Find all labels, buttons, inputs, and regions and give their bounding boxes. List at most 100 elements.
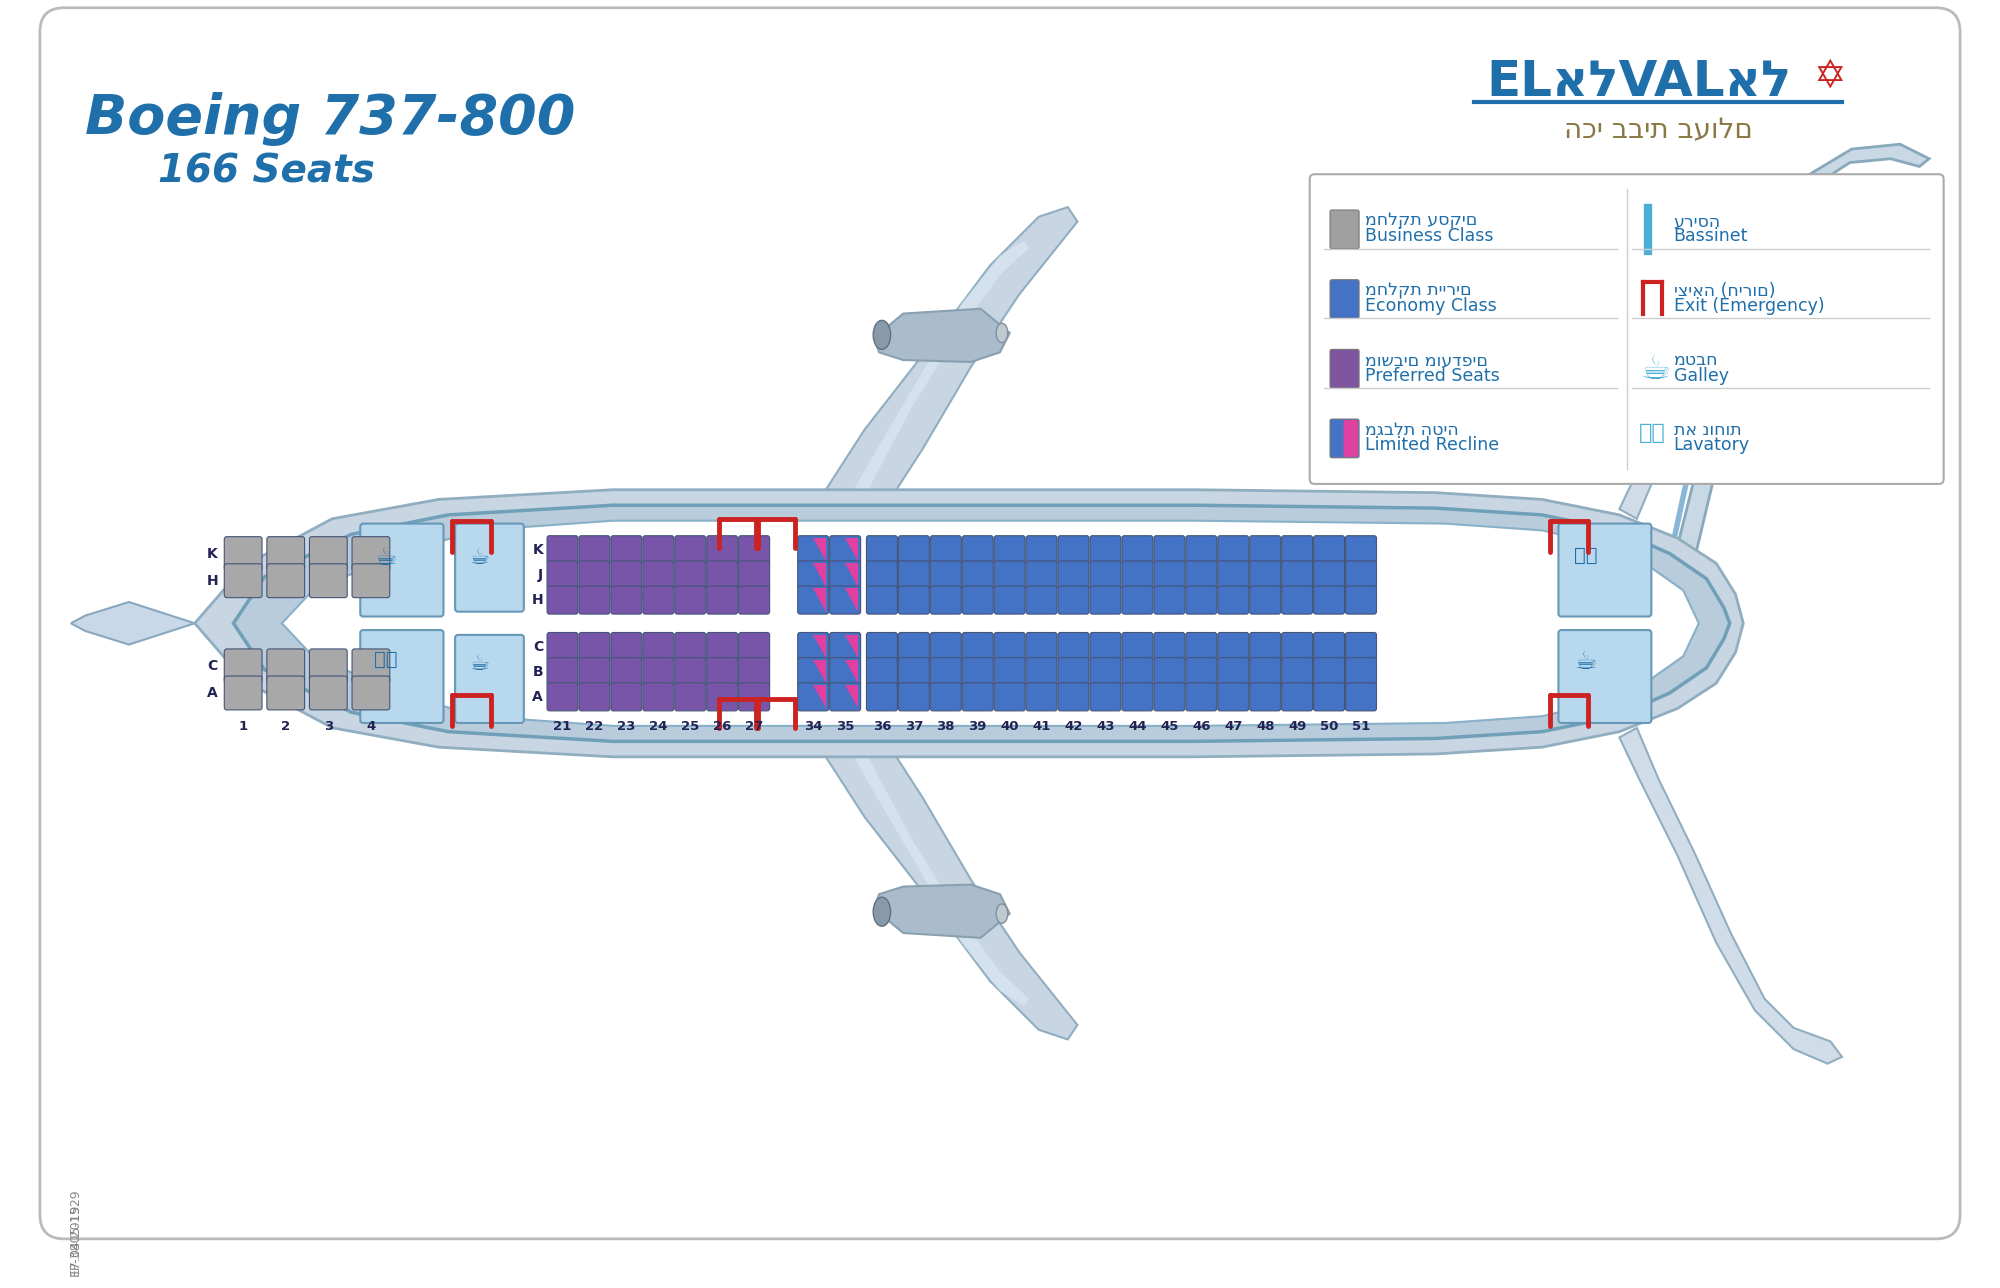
Text: ✡: ✡	[1812, 58, 1846, 97]
FancyBboxPatch shape	[866, 560, 898, 589]
Text: 24: 24	[650, 720, 668, 733]
FancyBboxPatch shape	[994, 683, 1026, 711]
FancyBboxPatch shape	[224, 676, 262, 710]
FancyBboxPatch shape	[1154, 536, 1184, 564]
FancyBboxPatch shape	[1346, 536, 1376, 564]
FancyBboxPatch shape	[1250, 586, 1280, 614]
FancyBboxPatch shape	[898, 632, 930, 661]
FancyBboxPatch shape	[360, 630, 444, 723]
FancyBboxPatch shape	[1154, 658, 1184, 685]
FancyBboxPatch shape	[930, 658, 962, 685]
Text: 41: 41	[1032, 720, 1050, 733]
FancyBboxPatch shape	[1330, 349, 1360, 388]
Text: 3: 3	[324, 720, 332, 733]
Text: 48: 48	[1256, 720, 1274, 733]
Text: ELאלVALאל: ELאלVALאל	[1486, 58, 1792, 106]
Polygon shape	[846, 659, 858, 684]
FancyBboxPatch shape	[1330, 419, 1360, 457]
FancyBboxPatch shape	[1330, 210, 1360, 249]
Text: עריסה: עריסה	[1674, 213, 1720, 231]
FancyBboxPatch shape	[1558, 630, 1652, 723]
Text: 22: 22	[586, 720, 604, 733]
Polygon shape	[788, 623, 1078, 1039]
FancyBboxPatch shape	[706, 536, 738, 564]
Polygon shape	[814, 685, 826, 708]
FancyBboxPatch shape	[642, 536, 674, 564]
FancyBboxPatch shape	[994, 632, 1026, 661]
FancyBboxPatch shape	[738, 560, 770, 589]
FancyBboxPatch shape	[1346, 586, 1376, 614]
FancyBboxPatch shape	[1058, 683, 1090, 711]
FancyBboxPatch shape	[1122, 632, 1152, 661]
FancyBboxPatch shape	[610, 658, 642, 685]
FancyBboxPatch shape	[706, 683, 738, 711]
Text: Limited Recline: Limited Recline	[1364, 437, 1498, 455]
FancyBboxPatch shape	[1186, 658, 1216, 685]
FancyBboxPatch shape	[548, 632, 578, 661]
FancyBboxPatch shape	[706, 632, 738, 661]
Text: 🚹🚺: 🚹🚺	[1574, 546, 1598, 565]
Polygon shape	[846, 563, 858, 586]
FancyBboxPatch shape	[610, 586, 642, 614]
Polygon shape	[846, 685, 858, 708]
FancyBboxPatch shape	[1122, 586, 1152, 614]
FancyBboxPatch shape	[1186, 560, 1216, 589]
FancyBboxPatch shape	[1346, 560, 1376, 589]
FancyBboxPatch shape	[1026, 683, 1058, 711]
Text: 37: 37	[904, 720, 924, 733]
FancyBboxPatch shape	[310, 537, 348, 571]
Text: Economy Class: Economy Class	[1364, 298, 1496, 316]
FancyBboxPatch shape	[360, 524, 444, 617]
FancyBboxPatch shape	[738, 683, 770, 711]
FancyBboxPatch shape	[352, 676, 390, 710]
FancyBboxPatch shape	[1122, 658, 1152, 685]
FancyBboxPatch shape	[1090, 586, 1120, 614]
Text: 25: 25	[682, 720, 700, 733]
FancyBboxPatch shape	[798, 683, 828, 711]
Text: 26: 26	[714, 720, 732, 733]
Text: ☕: ☕	[1574, 650, 1596, 675]
FancyBboxPatch shape	[898, 586, 930, 614]
Polygon shape	[282, 520, 1698, 726]
FancyBboxPatch shape	[866, 658, 898, 685]
Polygon shape	[846, 589, 858, 612]
FancyBboxPatch shape	[1330, 279, 1360, 318]
Polygon shape	[846, 635, 858, 658]
Polygon shape	[1620, 183, 1842, 519]
Text: 49: 49	[1288, 720, 1306, 733]
Text: H: H	[532, 592, 544, 607]
FancyBboxPatch shape	[674, 683, 706, 711]
Text: מחלקת תיירים: מחלקת תיירים	[1364, 282, 1472, 300]
FancyBboxPatch shape	[352, 564, 390, 598]
FancyBboxPatch shape	[674, 586, 706, 614]
FancyBboxPatch shape	[578, 658, 610, 685]
FancyBboxPatch shape	[1058, 658, 1090, 685]
Text: תא נוחות: תא נוחות	[1674, 421, 1742, 439]
Text: 46: 46	[1192, 720, 1210, 733]
Text: 34: 34	[804, 720, 822, 733]
FancyBboxPatch shape	[1058, 632, 1090, 661]
Text: 38: 38	[936, 720, 956, 733]
FancyBboxPatch shape	[930, 683, 962, 711]
Text: H: H	[206, 573, 218, 587]
FancyBboxPatch shape	[1314, 536, 1344, 564]
FancyBboxPatch shape	[830, 586, 860, 614]
Polygon shape	[846, 538, 858, 562]
Polygon shape	[806, 241, 1030, 604]
Text: C: C	[532, 640, 544, 653]
Polygon shape	[814, 563, 826, 586]
Text: 1: 1	[238, 720, 248, 733]
FancyBboxPatch shape	[1250, 658, 1280, 685]
Text: Business Class: Business Class	[1364, 228, 1494, 246]
FancyBboxPatch shape	[1218, 683, 1248, 711]
FancyBboxPatch shape	[930, 536, 962, 564]
Text: 42: 42	[1064, 720, 1082, 733]
FancyBboxPatch shape	[548, 658, 578, 685]
Text: 2: 2	[282, 720, 290, 733]
FancyBboxPatch shape	[1090, 658, 1120, 685]
FancyBboxPatch shape	[642, 683, 674, 711]
Ellipse shape	[996, 323, 1008, 343]
FancyBboxPatch shape	[610, 683, 642, 711]
FancyBboxPatch shape	[1250, 560, 1280, 589]
FancyBboxPatch shape	[674, 536, 706, 564]
